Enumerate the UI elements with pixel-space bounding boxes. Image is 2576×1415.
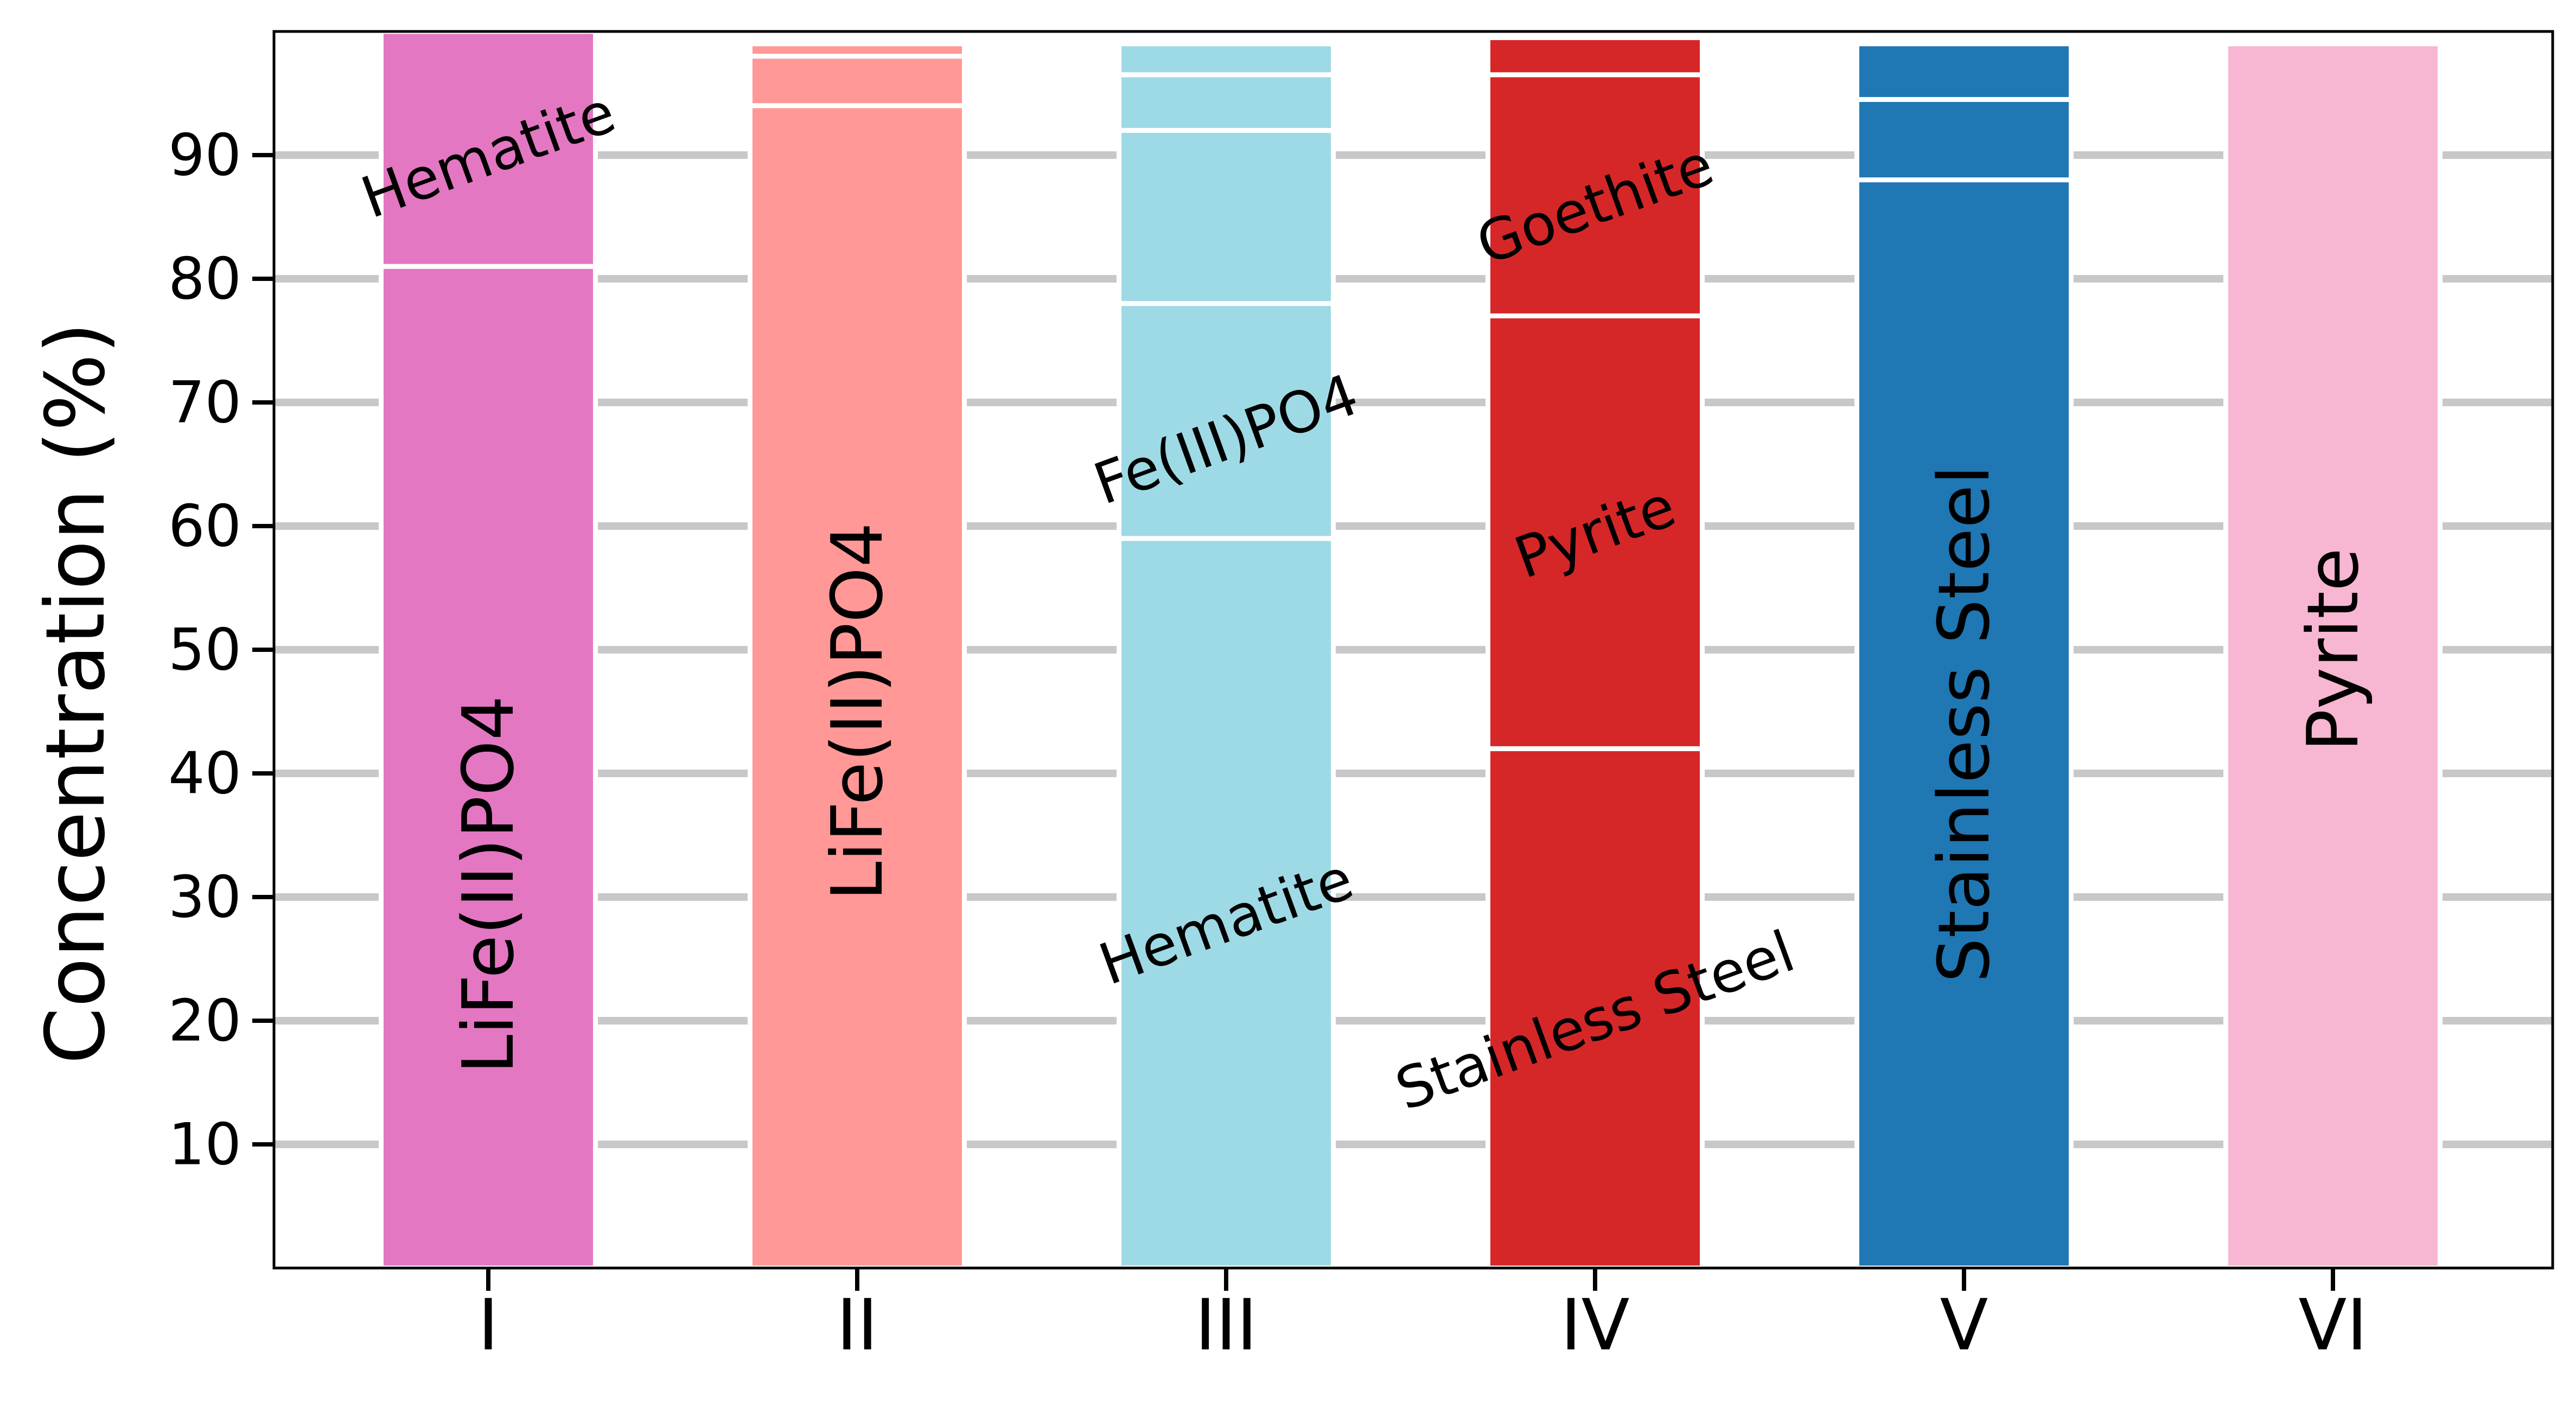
y-tick-label: 10 [168,1111,241,1178]
bar-segment [379,29,598,269]
y-tick-label: 80 [168,246,241,312]
bar-segment [2223,41,2443,1271]
y-tick-label: 40 [168,740,241,807]
y-tick-label: 20 [168,988,241,1054]
segment-label: LiFe(II)PO4 [447,695,530,1074]
segment-label: LiFe(II)PO4 [816,522,898,901]
bars [379,29,2443,1271]
bar-segment [1854,97,2074,183]
bar-segment [748,41,967,59]
bar-segment [1485,72,1705,318]
x-tick-label: I [478,1284,499,1366]
bar-segment [1485,746,1705,1271]
y-tick-label: 50 [168,617,241,683]
bar-segment [1117,127,1336,306]
y-tick-label: 70 [168,369,241,436]
segment-label: Pyrite [2292,548,2374,752]
bar-segment [1854,41,2074,102]
x-tick-label: V [1940,1284,1988,1366]
y-tick-label: 30 [168,864,241,931]
bar-segment [1485,35,1705,78]
bar-segment [1117,301,1336,541]
x-tick-label: IV [1560,1284,1629,1366]
x-tick-label: III [1195,1284,1257,1366]
y-tick-label: 90 [168,122,241,189]
y-tick-label: 60 [168,493,241,560]
bar-segment [1485,313,1705,751]
segment-label: Stainless Steel [1923,465,2005,983]
grid-lines [274,151,2553,1148]
bar-segment [748,54,967,108]
bar-segment [1117,72,1336,133]
x-tick-label: VI [2298,1284,2367,1366]
bar-segment [1117,41,1336,78]
x-tick-label: II [837,1284,878,1366]
y-axis-label: Concentration (%) [29,322,123,1064]
bar-segment [379,264,598,1271]
